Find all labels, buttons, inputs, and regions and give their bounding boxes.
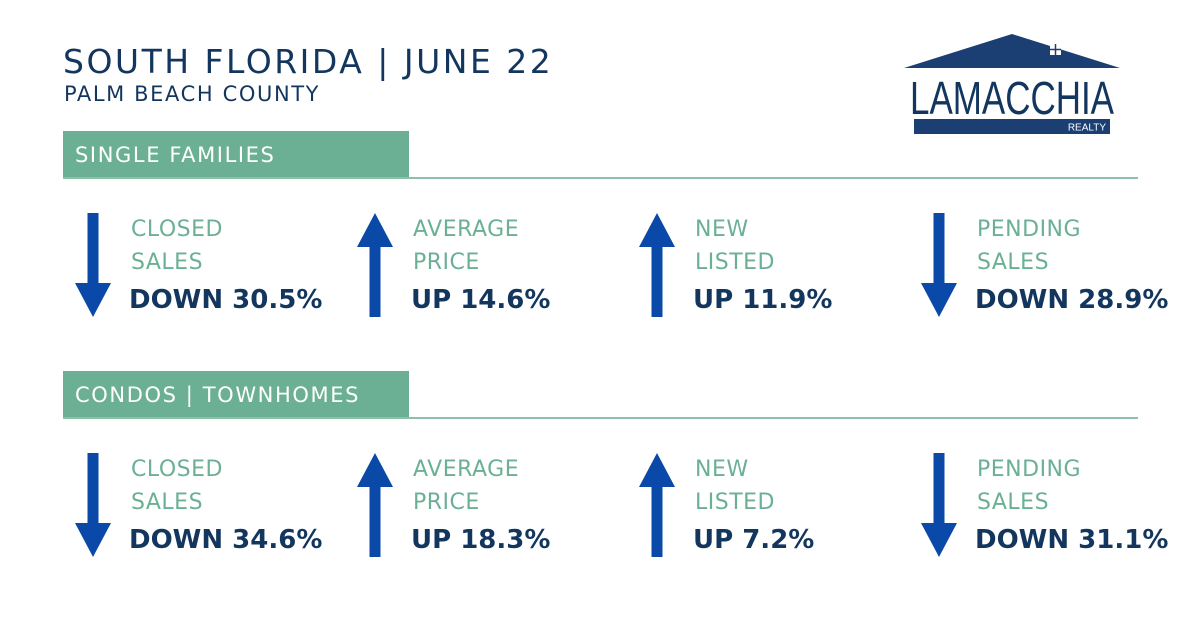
stat-new-listed: NEW LISTED UP 7.2%	[627, 453, 897, 563]
stat-value: DOWN 31.1%	[975, 525, 1169, 555]
stat-closed-sales: CLOSED SALES DOWN 34.6%	[63, 453, 333, 563]
stat-label: NEW LISTED	[695, 457, 775, 515]
arrow-up-icon	[639, 213, 675, 317]
stat-label: AVERAGE PRICE	[413, 457, 520, 515]
arrow-down-icon	[921, 213, 957, 317]
page-subtitle: PALM BEACH COUNTY	[64, 82, 321, 106]
stat-average-price: AVERAGE PRICE UP 18.3%	[345, 453, 615, 563]
lamacchia-realty-logo: LAMACCHIA REALTY	[904, 34, 1120, 134]
stat-value: UP 7.2%	[693, 525, 815, 555]
section-divider	[63, 177, 1138, 179]
stat-label: NEW LISTED	[695, 217, 775, 275]
stat-value: DOWN 28.9%	[975, 285, 1169, 315]
single-families-section: SINGLE FAMILIES CLOSED SALES DOWN 30.5% A…	[63, 131, 1168, 317]
stat-value: DOWN 34.6%	[129, 525, 323, 555]
stat-pending-sales: PENDING SALES DOWN 31.1%	[909, 453, 1179, 563]
stat-label: PENDING SALES	[977, 217, 1082, 275]
arrow-up-icon	[357, 213, 393, 317]
stat-value: UP 14.6%	[411, 285, 551, 315]
section-divider	[63, 417, 1138, 419]
svg-text:REALTY: REALTY	[1068, 123, 1106, 134]
svg-text:LAMACCHIA: LAMACCHIA	[910, 72, 1114, 124]
stat-label: CLOSED SALES	[131, 457, 223, 515]
stat-pending-sales: PENDING SALES DOWN 28.9%	[909, 213, 1179, 323]
stat-value: DOWN 30.5%	[129, 285, 323, 315]
stat-average-price: AVERAGE PRICE UP 14.6%	[345, 213, 615, 323]
section-header: CONDOS | TOWNHOMES	[63, 371, 409, 417]
section-header: SINGLE FAMILIES	[63, 131, 409, 177]
page-title: SOUTH FLORIDA | JUNE 22	[63, 42, 554, 81]
condos-townhomes-section: CONDOS | TOWNHOMES CLOSED SALES DOWN 34.6…	[63, 371, 1168, 557]
stat-label: CLOSED SALES	[131, 217, 223, 275]
arrow-up-icon	[357, 453, 393, 557]
stat-value: UP 18.3%	[411, 525, 551, 555]
stat-value: UP 11.9%	[693, 285, 833, 315]
stat-closed-sales: CLOSED SALES DOWN 30.5%	[63, 213, 333, 323]
stat-label: AVERAGE PRICE	[413, 217, 520, 275]
arrow-down-icon	[75, 453, 111, 557]
stat-new-listed: NEW LISTED UP 11.9%	[627, 213, 897, 323]
arrow-down-icon	[75, 213, 111, 317]
arrow-down-icon	[921, 453, 957, 557]
stat-label: PENDING SALES	[977, 457, 1082, 515]
arrow-up-icon	[639, 453, 675, 557]
